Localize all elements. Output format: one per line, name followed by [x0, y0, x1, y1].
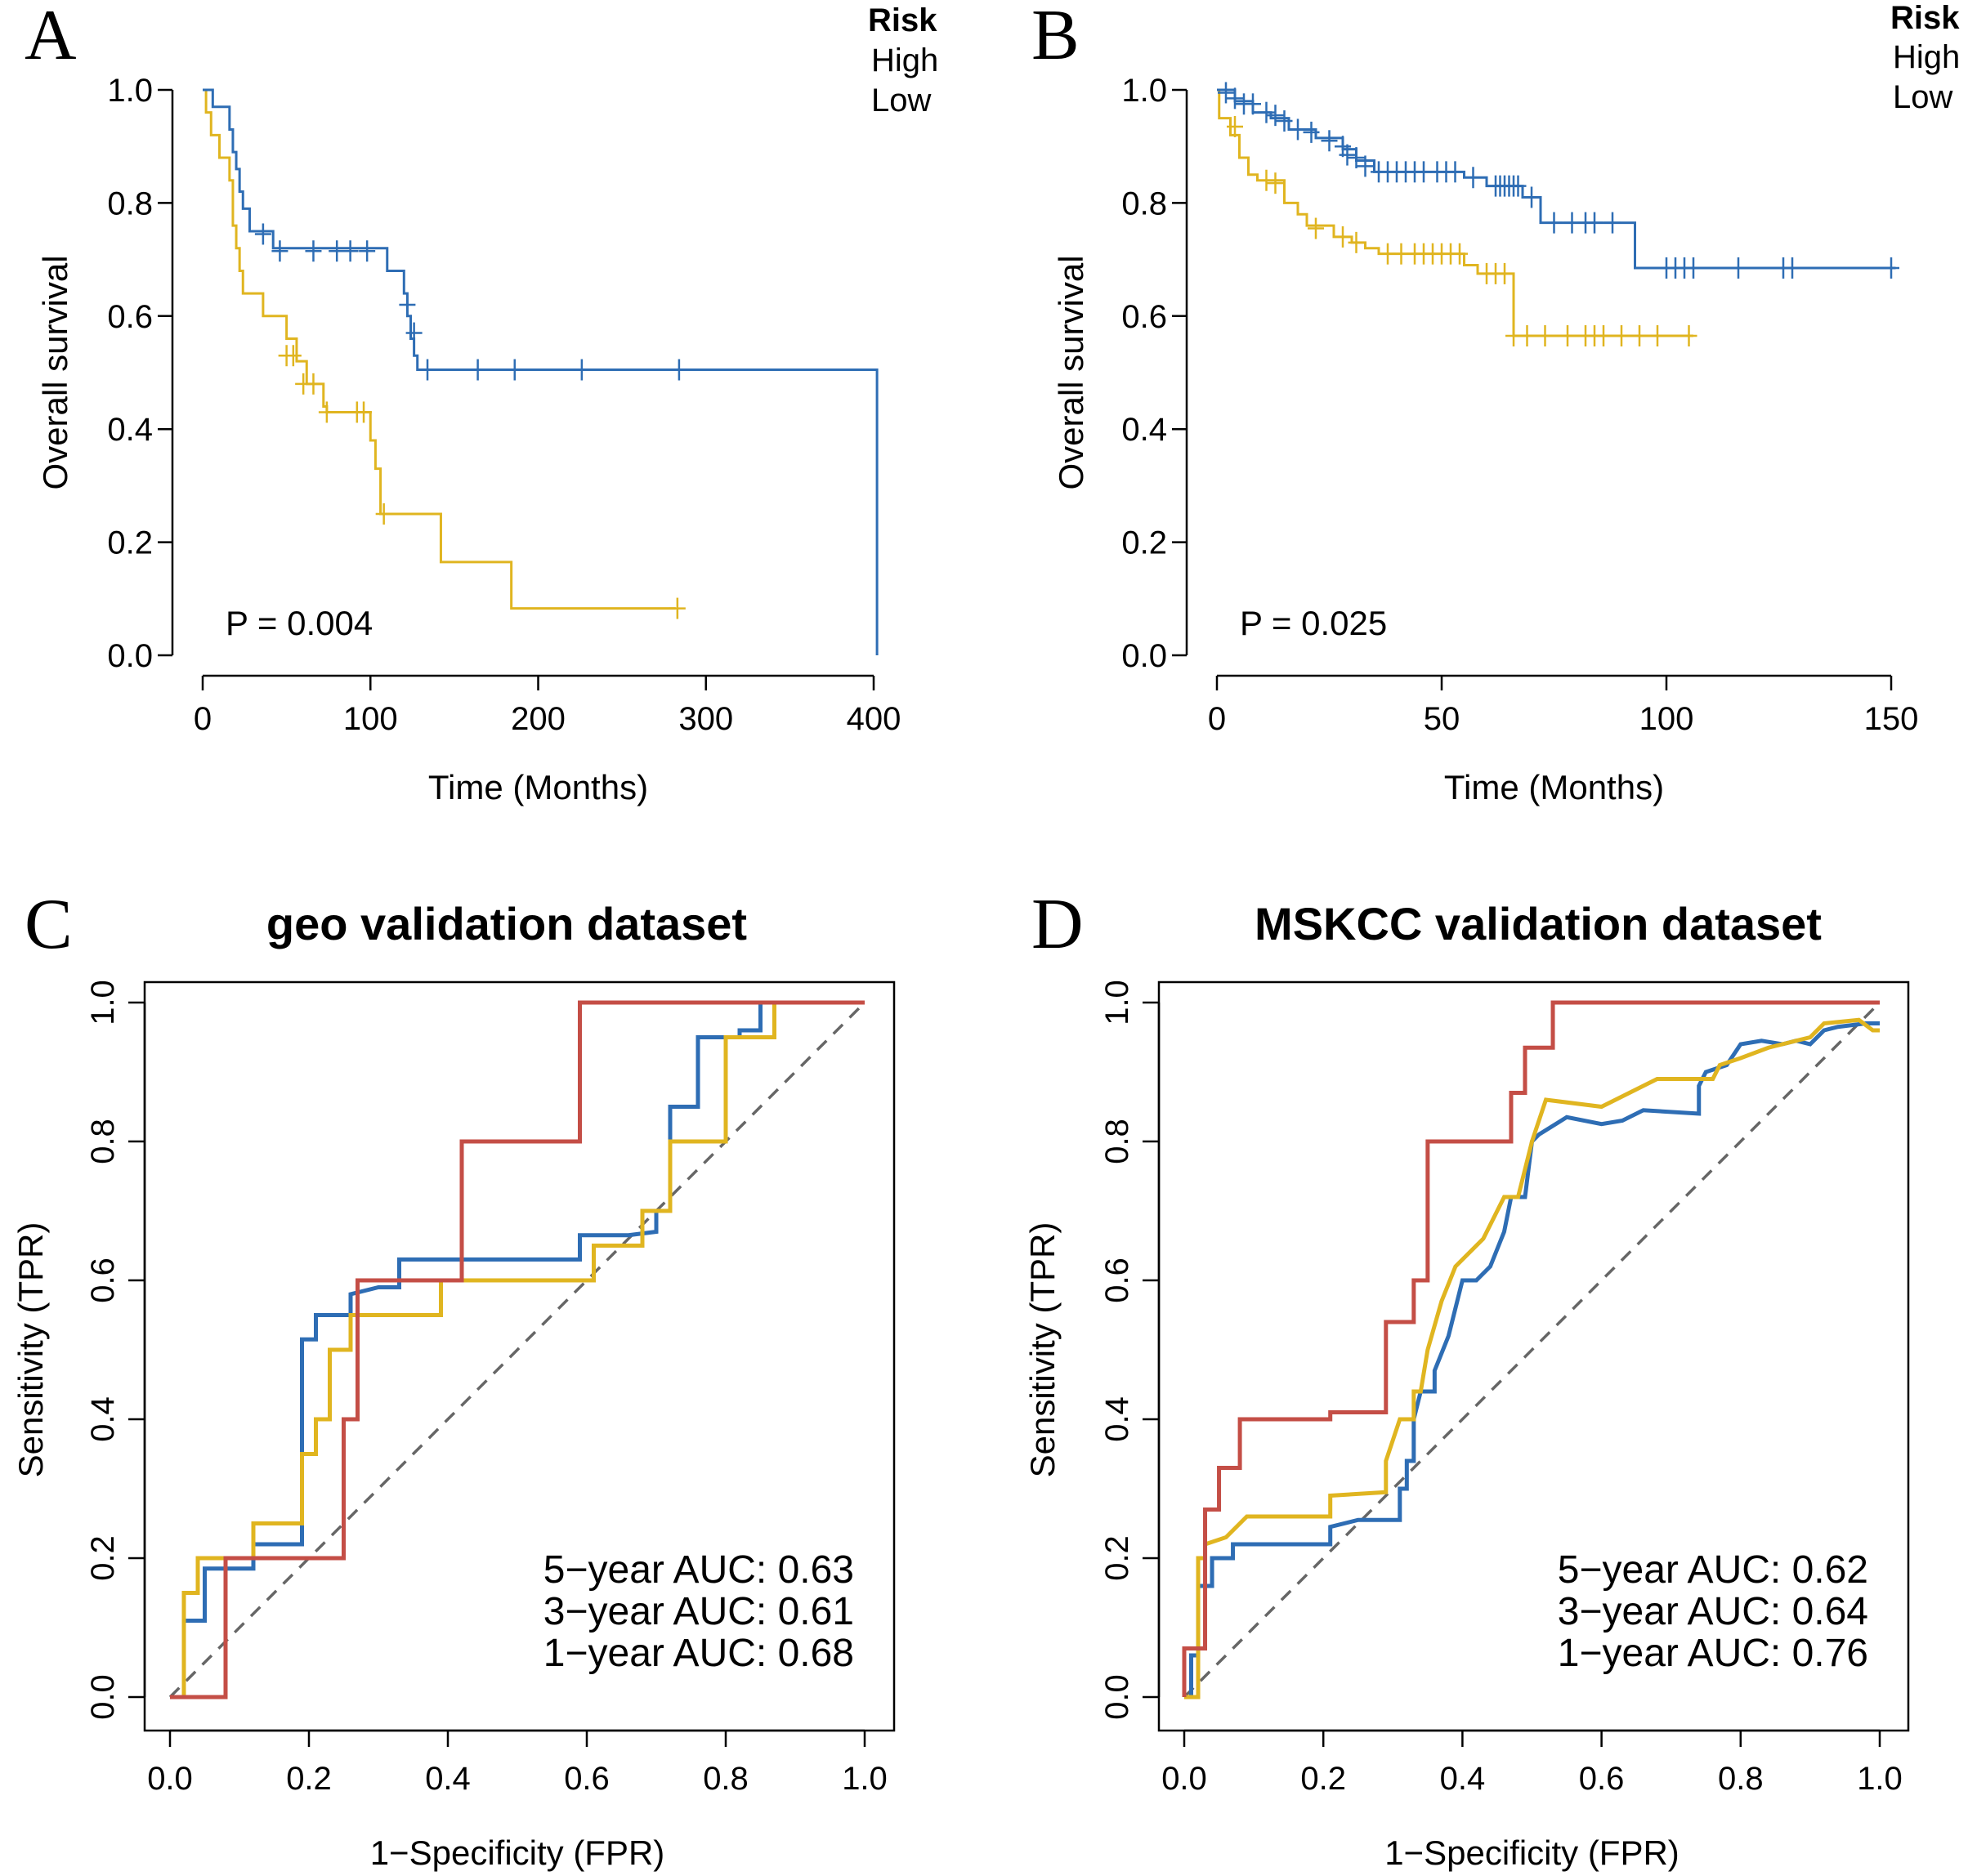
p-value-a: P = 0.004 — [226, 604, 373, 642]
x-tick-label-d: 0.6 — [1579, 1761, 1625, 1797]
y-tick-label-c: 0.8 — [85, 1119, 121, 1164]
x-axis-title-a: Time (Months) — [428, 768, 648, 806]
x-tick-label-d: 0.0 — [1161, 1761, 1207, 1797]
x-tick-label-c: 0.8 — [703, 1761, 749, 1797]
y-tick-label-a: 1.0 — [107, 73, 153, 109]
y-tick-label-c: 0.6 — [85, 1257, 121, 1303]
km-curve-low-b — [1217, 88, 1896, 270]
roc-curve-1-year-c — [170, 1000, 865, 1700]
roc-title-d: MSKCC validation dataset — [1255, 898, 1822, 949]
y-tick-label-b: 0.4 — [1121, 412, 1167, 448]
y-tick-label-a: 0.2 — [107, 525, 153, 561]
y-axis-title-c: Sensitivity (TPR) — [11, 1222, 50, 1478]
y-tick-label-b: 0.2 — [1121, 525, 1167, 561]
legend-title-a: Risk — [868, 2, 937, 38]
y-tick-label-b: 1.0 — [1121, 73, 1167, 109]
auc-1year-c: 1−year AUC: 0.68 — [543, 1632, 854, 1675]
x-tick-label-a: 200 — [511, 701, 566, 737]
x-tick-label-a: 0 — [194, 701, 212, 737]
x-tick-label-b: 150 — [1864, 701, 1919, 737]
x-tick-label-c: 0.4 — [425, 1761, 471, 1797]
x-tick-label-d: 0.2 — [1300, 1761, 1346, 1797]
y-tick-label-c: 0.4 — [85, 1396, 121, 1442]
p-value-b: P = 0.025 — [1240, 604, 1387, 642]
auc-1year-d: 1−year AUC: 0.76 — [1558, 1632, 1868, 1675]
x-axis-title-b: Time (Months) — [1444, 768, 1664, 806]
y-tick-label-b: 0.0 — [1121, 638, 1167, 674]
x-tick-label-a: 300 — [678, 701, 733, 737]
x-tick-label-d: 0.4 — [1440, 1761, 1486, 1797]
x-tick-label-b: 50 — [1424, 701, 1460, 737]
y-tick-label-a: 0.6 — [107, 299, 153, 335]
auc-3year-c: 3−year AUC: 0.61 — [543, 1590, 854, 1633]
diagonal-reference-c — [168, 1001, 866, 1699]
y-tick-label-a: 0.4 — [107, 412, 153, 448]
roc-title-c: geo validation dataset — [266, 898, 747, 949]
x-tick-label-d: 0.8 — [1718, 1761, 1764, 1797]
diagonal-reference-d — [1183, 1001, 1881, 1699]
panel-letter-c: C — [25, 885, 73, 964]
chart-d: 0.0 0.2 0.4 0.6 0.8 1.0 0.0 0.2 0.4 0.6 0.8 1.0 1−Sp… — [1023, 980, 1910, 1872]
x-axis-title-c: 1−Specificity (FPR) — [370, 1834, 665, 1872]
auc-3year-d: 3−year AUC: 0.64 — [1558, 1590, 1868, 1633]
x-axis-title-d: 1−Specificity (FPR) — [1384, 1834, 1680, 1872]
chart-c: 0.0 0.2 0.4 0.6 0.8 1.0 0.0 0.2 0.4 0.6 0.8 1.0 1−Sp… — [11, 980, 896, 1872]
y-tick-label-d: 1.0 — [1099, 980, 1135, 1025]
x-tick-label-b: 0 — [1208, 701, 1226, 737]
y-tick-label-c: 1.0 — [85, 980, 121, 1025]
legend-low-a: Low — [871, 83, 931, 118]
y-axis-title-b: Overall survival — [1052, 255, 1090, 489]
x-tick-label-d: 1.0 — [1857, 1761, 1903, 1797]
legend-title-b: Risk — [1890, 0, 1960, 36]
auc-5year-c: 5−year AUC: 0.63 — [543, 1548, 854, 1592]
y-axis-title-a: Overall survival — [36, 255, 74, 489]
x-tick-label-a: 100 — [343, 701, 398, 737]
y-tick-label-d: 0.0 — [1099, 1674, 1135, 1720]
panel-letter-b: B — [1031, 0, 1080, 75]
panel-letter-a: A — [25, 0, 77, 75]
y-tick-label-d: 0.2 — [1099, 1535, 1135, 1581]
y-tick-label-c: 0.0 — [85, 1674, 121, 1720]
y-tick-label-a: 0.0 — [107, 638, 153, 674]
km-curve-high-b — [1217, 88, 1693, 337]
auc-5year-d: 5−year AUC: 0.62 — [1558, 1548, 1868, 1592]
x-tick-label-c: 0.2 — [286, 1761, 332, 1797]
km-curve-high-a — [203, 88, 676, 610]
legend-high-b: High — [1893, 39, 1960, 75]
panel-letter-d: D — [1031, 885, 1084, 964]
charts-layer: 0 100 200 300 400 0.0 0.2 0.4 0.6 0.8 1.0 Time (Mon… — [11, 73, 1918, 1872]
roc-curve-1-year-d — [1182, 1000, 1880, 1697]
chart-b: 0 50 100 150 0.0 0.2 0.4 0.6 0.8 1.0 Time (Months)… — [1052, 73, 1918, 806]
y-tick-label-b: 0.8 — [1121, 185, 1167, 221]
x-tick-label-a: 400 — [847, 701, 901, 737]
y-tick-label-a: 0.8 — [107, 185, 153, 221]
y-tick-label-c: 0.2 — [85, 1535, 121, 1581]
x-tick-label-c: 1.0 — [842, 1761, 888, 1797]
roc-curve-3-year-d — [1184, 1017, 1880, 1700]
x-tick-label-b: 100 — [1639, 701, 1694, 737]
x-tick-label-c: 0.0 — [147, 1761, 193, 1797]
roc-curve-5-year-d — [1184, 1021, 1880, 1700]
chart-a: 0 100 200 300 400 0.0 0.2 0.4 0.6 0.8 1.0 Time (Mon… — [36, 73, 901, 806]
y-axis-title-d: Sensitivity (TPR) — [1023, 1222, 1062, 1478]
y-tick-label-d: 0.8 — [1099, 1119, 1135, 1164]
y-tick-label-d: 0.4 — [1099, 1396, 1135, 1442]
legend-high-a: High — [871, 42, 938, 78]
x-tick-label-c: 0.6 — [564, 1761, 610, 1797]
km-curve-low-a — [203, 88, 879, 655]
legend-low-b: Low — [1893, 79, 1952, 115]
y-tick-label-d: 0.6 — [1099, 1257, 1135, 1303]
y-tick-label-b: 0.6 — [1121, 299, 1167, 335]
roc-curve-5-year-c — [170, 1000, 865, 1700]
